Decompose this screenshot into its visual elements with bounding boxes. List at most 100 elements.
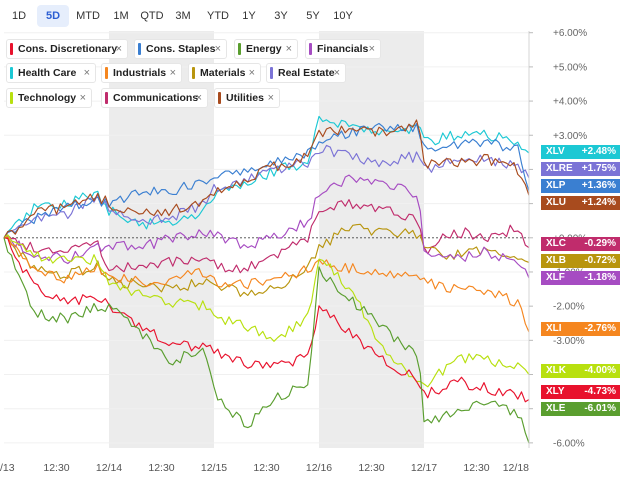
legend-item[interactable]: Technology × (6, 88, 92, 108)
legend-swatch (238, 43, 241, 55)
series-line-xlc (3, 199, 530, 274)
remove-series-icon[interactable]: × (169, 67, 176, 79)
end-value-badge-xlp: XLP +1.36% (541, 179, 620, 193)
y-tick-label: -3.00% (553, 336, 585, 347)
series-line-xlb (3, 223, 530, 297)
badge-ticker: XLV (546, 146, 565, 157)
badge-ticker: XLP (546, 180, 566, 191)
remove-series-icon[interactable]: × (195, 92, 202, 104)
y-tick-label: +3.00% (553, 131, 587, 142)
legend-item[interactable]: Cons. Staples × (134, 39, 227, 59)
legend-swatch (10, 92, 13, 104)
x-tick-label: 12/18 (503, 462, 529, 474)
range-tab-mtd[interactable]: MTD (76, 10, 100, 22)
badge-ticker: XLE (546, 403, 566, 414)
remove-series-icon[interactable]: × (214, 43, 221, 55)
range-tab-1m[interactable]: 1M (113, 10, 129, 22)
series-lines (3, 115, 530, 444)
legend-swatch (105, 92, 108, 104)
range-tabs: 1D 5D MTD 1M QTD 3M YTD 1Y 3Y 5Y 10Y (0, 0, 624, 32)
badge-ticker: XLI (546, 323, 562, 334)
badge-ticker: XLF (546, 272, 565, 283)
remove-series-icon[interactable]: × (368, 43, 375, 55)
range-tab-3m[interactable]: 3M (175, 10, 191, 22)
end-value-badge-xly: XLY -4.73% (541, 385, 620, 399)
legend-swatch (270, 67, 273, 79)
remove-series-icon[interactable]: × (83, 67, 90, 79)
range-tab-10y[interactable]: 10Y (333, 10, 353, 22)
end-value-badge-xlv: XLV +2.48% (541, 145, 620, 159)
legend-label: Health Care (18, 67, 77, 79)
series-line-xlk (3, 234, 530, 388)
legend-label: Materials (200, 67, 246, 79)
x-tick-label: 12:30 (148, 462, 174, 474)
badge-value: +1.36% (581, 180, 616, 191)
legend-item[interactable]: Cons. Discretionary × (6, 39, 128, 59)
badge-ticker: XLB (546, 255, 566, 266)
remove-series-icon[interactable]: × (267, 92, 274, 104)
legend-swatch (309, 43, 312, 55)
series-line-xlv (3, 115, 530, 239)
range-tab-qtd[interactable]: QTD (140, 10, 164, 22)
remove-series-icon[interactable]: × (115, 43, 122, 55)
range-tab-3y[interactable]: 3Y (274, 10, 288, 22)
x-tick-label: 12/15 (201, 462, 227, 474)
x-tick-label: 12:30 (253, 462, 279, 474)
remove-series-icon[interactable]: × (333, 67, 340, 79)
range-tab-1y[interactable]: 1Y (242, 10, 256, 22)
legend-swatch (138, 43, 141, 55)
legend-item[interactable]: Utilities × (214, 88, 280, 108)
badge-value: +1.75% (581, 163, 616, 174)
legend-label: Energy (246, 43, 282, 55)
x-tick-label: /13 (0, 462, 15, 474)
series-line-xlu (3, 119, 530, 239)
legend-swatch (10, 43, 13, 55)
legend-swatch (218, 92, 221, 104)
legend-label: Cons. Staples (146, 43, 216, 55)
badge-value: -4.73% (584, 386, 616, 397)
badge-value: -4.00% (584, 365, 616, 376)
remove-series-icon[interactable]: × (285, 43, 292, 55)
y-tick-label: -2.00% (553, 302, 585, 313)
series-line-xli (3, 236, 530, 333)
y-tick-label: +4.00% (553, 97, 587, 108)
range-tab-5d[interactable]: 5D (37, 5, 69, 27)
series-line-xlp (3, 122, 530, 239)
legend-label: Communications (113, 92, 199, 104)
x-tick-label: 12/16 (306, 462, 332, 474)
x-tick-label: 12:30 (43, 462, 69, 474)
legend-item[interactable]: Financials × (305, 39, 381, 59)
x-tick-labels: /13 12:30 12/14 12:30 12/15 12:30 12/16 12:30 12… (0, 462, 529, 474)
legend-item[interactable]: Energy × (234, 39, 298, 59)
range-tab-1d[interactable]: 1D (11, 10, 27, 22)
legend-swatch (10, 67, 13, 79)
series-line-xle (3, 237, 530, 444)
badge-ticker: XLRE (546, 163, 573, 174)
legend-item[interactable]: Industrials × (101, 63, 182, 83)
legend-item[interactable]: Materials × (188, 63, 261, 83)
remove-series-icon[interactable]: × (79, 92, 86, 104)
x-tick-label: 12:30 (463, 462, 489, 474)
badge-value: -1.18% (584, 272, 616, 283)
shaded-session (319, 31, 424, 448)
legend-label: Industrials (113, 67, 167, 79)
y-tick-label: -6.00% (553, 438, 585, 449)
badge-value: -6.01% (584, 403, 616, 414)
range-tab-ytd[interactable]: YTD (207, 10, 229, 22)
badge-ticker: XLC (546, 238, 566, 249)
range-tab-5y[interactable]: 5Y (306, 10, 320, 22)
legend-label: Financials (317, 43, 369, 55)
end-value-badge-xli: XLI -2.76% (541, 322, 620, 336)
y-tick-label: +6.00% (553, 28, 587, 39)
remove-series-icon[interactable]: × (248, 67, 255, 79)
legend-item[interactable]: Communications × (101, 88, 208, 108)
end-value-badge-xlc: XLC -0.29% (541, 237, 620, 251)
y-tick-label: +5.00% (553, 62, 587, 73)
badge-ticker: XLU (546, 197, 566, 208)
legend-item[interactable]: Real Estate × (266, 63, 346, 83)
series-line-xlf (3, 174, 530, 279)
x-tick-label: 12/14 (96, 462, 122, 474)
legend-label: Technology (18, 92, 77, 104)
series-line-xly (3, 237, 530, 403)
legend-item[interactable]: Health Care × (6, 63, 96, 83)
